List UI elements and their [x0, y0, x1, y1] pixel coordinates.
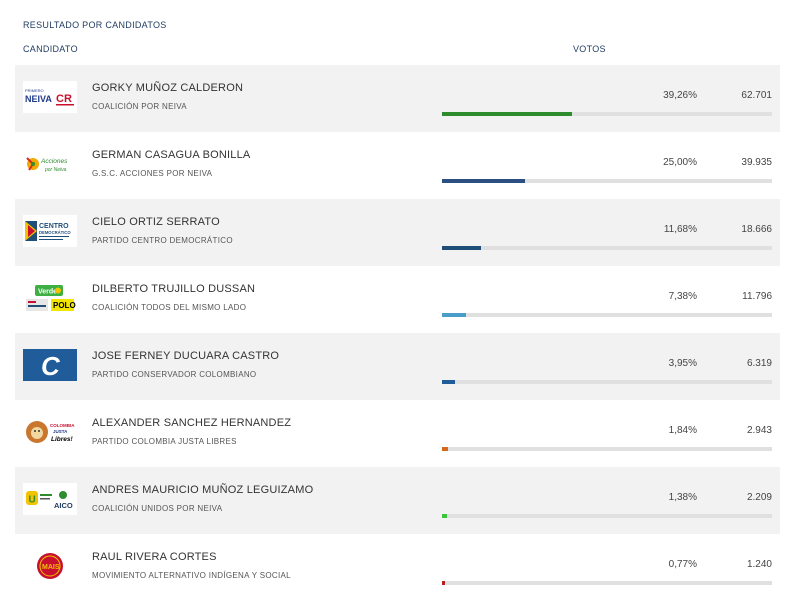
- vote-bar-fill: [442, 514, 447, 518]
- vote-bar-fill: [442, 447, 448, 451]
- candidate-party: PARTIDO CENTRO DEMOCRÁTICO: [92, 236, 233, 245]
- logo-text: MAIS: [42, 564, 60, 571]
- logo-text: Acciones: [40, 158, 68, 165]
- candidate-list: PRIMERO NEIVA CR GORKY MUÑOZ CALDERON CO…: [15, 65, 780, 601]
- logo-text: AICO: [54, 501, 73, 510]
- logo-text: NEIVA: [25, 94, 52, 104]
- vote-percentage: 0,77%: [668, 559, 697, 570]
- logo-text: Verde: [38, 289, 57, 296]
- vote-count: 2.943: [746, 425, 772, 436]
- candidate-party: COALICIÓN TODOS DEL MISMO LADO: [92, 303, 247, 312]
- vote-bar-fill: [442, 112, 572, 116]
- vote-bar-track: [442, 447, 772, 451]
- vote-count: 1.240: [746, 559, 772, 570]
- logo-text: POLO: [53, 301, 76, 310]
- logo-text: por Neiva: [44, 167, 67, 173]
- logo-text: COLOMBIA: [50, 423, 75, 428]
- colombia-justa-libres-logo: COLOMBIA JUSTA Libres!: [23, 416, 77, 448]
- vote-bar-fill: [442, 380, 455, 384]
- mais-logo: MAIS: [23, 550, 77, 582]
- candidate-party: COALICIÓN UNIDOS POR NEIVA: [92, 504, 223, 513]
- vote-percentage: 3,95%: [668, 358, 697, 369]
- partido-conservador-logo: C: [23, 349, 77, 381]
- candidate-row[interactable]: Verde POLO DILBERTO TRUJILLO DUSSAN COAL…: [15, 266, 780, 333]
- vote-count: 62.701: [741, 90, 772, 101]
- candidate-name: RAUL RIVERA CORTES: [92, 551, 217, 563]
- logo-text: U: [29, 495, 36, 506]
- candidate-name: CIELO ORTIZ SERRATO: [92, 216, 220, 228]
- vote-percentage: 11,68%: [663, 224, 697, 235]
- candidate-row[interactable]: C JOSE FERNEY DUCUARA CASTRO PARTIDO CON…: [15, 333, 780, 400]
- vote-bar-track: [442, 514, 772, 518]
- vote-count: 39.935: [741, 157, 772, 168]
- vote-percentage: 1,38%: [668, 492, 697, 503]
- candidate-row[interactable]: COLOMBIA JUSTA Libres! ALEXANDER SANCHEZ…: [15, 400, 780, 467]
- vote-percentage: 25,00%: [663, 157, 697, 168]
- todos-del-mismo-lado-logo: Verde POLO: [23, 282, 77, 314]
- vote-bar-track: [442, 246, 772, 250]
- candidate-row[interactable]: U AICO ANDRES MAURICIO MUÑOZ LEGUIZAMO C…: [15, 467, 780, 534]
- vote-bar-track: [442, 179, 772, 183]
- acciones-por-neiva-logo: Acciones por Neiva: [23, 148, 77, 180]
- candidate-name: ANDRES MAURICIO MUÑOZ LEGUIZAMO: [92, 484, 314, 496]
- vote-bar-fill: [442, 246, 481, 250]
- vote-bar-fill: [442, 179, 525, 183]
- vote-count: 11.796: [742, 291, 772, 302]
- coalicion-por-neiva-logo: PRIMERO NEIVA CR: [23, 81, 77, 113]
- vote-percentage: 1,84%: [668, 425, 697, 436]
- candidate-party: MOVIMIENTO ALTERNATIVO INDÍGENA Y SOCIAL: [92, 571, 291, 580]
- unidos-por-neiva-logo: U AICO: [23, 483, 77, 515]
- vote-percentage: 39,26%: [663, 90, 697, 101]
- candidate-name: ALEXANDER SANCHEZ HERNANDEZ: [92, 417, 292, 429]
- vote-count: 18.666: [741, 224, 772, 235]
- vote-bar-track: [442, 380, 772, 384]
- candidate-row[interactable]: PRIMERO NEIVA CR GORKY MUÑOZ CALDERON CO…: [15, 65, 780, 132]
- candidate-row[interactable]: Acciones por Neiva GERMAN CASAGUA BONILL…: [15, 132, 780, 199]
- vote-bar-track: [442, 581, 772, 585]
- column-header-candidate: CANDIDATO: [23, 44, 78, 54]
- candidate-party: PARTIDO CONSERVADOR COLOMBIANO: [92, 370, 257, 379]
- candidate-party: COALICIÓN POR NEIVA: [92, 102, 187, 111]
- centro-democratico-logo: CENTRO DEMOCRÁTICO: [23, 215, 77, 247]
- candidate-name: GERMAN CASAGUA BONILLA: [92, 149, 251, 161]
- vote-bar-track: [442, 313, 772, 317]
- section-title: RESULTADO POR CANDIDATOS: [23, 20, 167, 30]
- vote-bar-track: [442, 112, 772, 116]
- logo-text: DEMOCRÁTICO: [39, 230, 71, 235]
- logo-text: CR: [56, 93, 72, 105]
- candidate-row[interactable]: CENTRO DEMOCRÁTICO CIELO ORTIZ SERRATO P…: [15, 199, 780, 266]
- vote-count: 6.319: [746, 358, 772, 369]
- logo-text: JUSTA: [53, 429, 68, 434]
- logo-text: CENTRO: [39, 223, 69, 230]
- candidate-name: GORKY MUÑOZ CALDERON: [92, 82, 244, 94]
- vote-count: 2.209: [746, 492, 772, 503]
- logo-text: C: [41, 351, 61, 381]
- vote-percentage: 7,38%: [668, 291, 697, 302]
- column-header-votes: VOTOS: [573, 44, 606, 54]
- vote-bar-fill: [442, 581, 445, 585]
- logo-text: PRIMERO: [25, 88, 44, 93]
- candidate-party: G.S.C. ACCIONES POR NEIVA: [92, 169, 213, 178]
- candidate-party: PARTIDO COLOMBIA JUSTA LIBRES: [92, 437, 237, 446]
- vote-bar-fill: [442, 313, 466, 317]
- candidate-name: JOSE FERNEY DUCUARA CASTRO: [92, 350, 280, 362]
- candidate-name: DILBERTO TRUJILLO DUSSAN: [92, 283, 256, 295]
- logo-text: Libres!: [51, 436, 74, 443]
- candidate-row[interactable]: MAIS RAUL RIVERA CORTES MOVIMIENTO ALTER…: [15, 534, 780, 601]
